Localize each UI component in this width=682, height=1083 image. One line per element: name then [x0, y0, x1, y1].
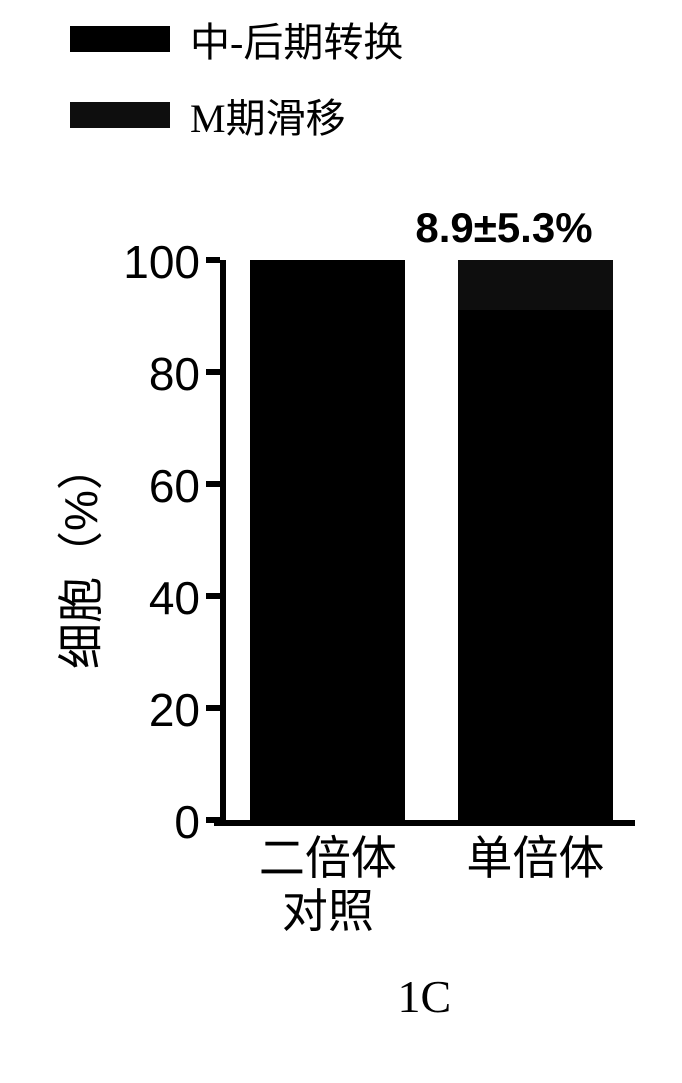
y-tick	[206, 369, 220, 375]
x-category-label: 二倍体 对照	[218, 832, 438, 938]
legend-swatch-1	[70, 102, 170, 128]
bar-0	[250, 260, 405, 820]
panel-label: 1C	[398, 970, 452, 1023]
legend-label-1: M期滑移	[190, 86, 346, 144]
figure-container: 中-后期转换M期滑移 细胞（%） 1C 020406080100二倍体 对照单倍…	[0, 0, 682, 1083]
y-axis-line	[220, 260, 226, 820]
y-tick-label: 40	[90, 571, 200, 625]
legend-item-0: 中-后期转换	[70, 10, 403, 68]
y-tick	[206, 593, 220, 599]
y-tick	[206, 705, 220, 711]
plot-area	[220, 260, 635, 820]
legend: 中-后期转换 M期滑移	[70, 10, 403, 162]
legend-swatch-0	[70, 26, 170, 52]
legend-item-1: M期滑移	[70, 86, 403, 144]
y-tick-label: 20	[90, 683, 200, 737]
bar-1	[458, 260, 613, 820]
y-tick-label: 60	[90, 459, 200, 513]
y-tick-label: 0	[90, 795, 200, 849]
bar-segment	[250, 260, 405, 820]
bar-annotation: 8.9±5.3%	[415, 204, 592, 252]
y-tick	[206, 817, 220, 823]
bar-segment	[458, 260, 613, 310]
bar-segment	[458, 310, 613, 820]
legend-label-0: 中-后期转换	[190, 10, 403, 68]
y-tick	[206, 481, 220, 487]
y-tick-label: 100	[90, 235, 200, 289]
y-tick	[206, 257, 220, 263]
x-category-label: 单倍体	[425, 832, 645, 885]
x-axis-line	[214, 820, 635, 826]
y-tick-label: 80	[90, 347, 200, 401]
